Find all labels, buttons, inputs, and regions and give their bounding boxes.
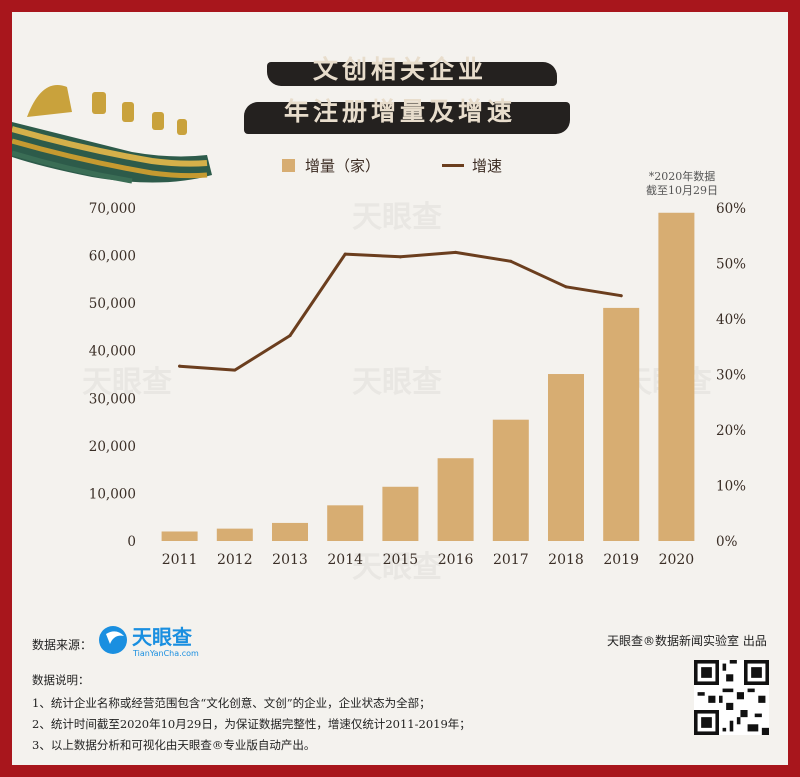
legend-line-swatch	[442, 164, 464, 167]
logo-subtext: TianYanCha.com	[132, 649, 199, 658]
left-axis-tick-label: 0	[127, 534, 136, 550]
note-2: 2、统计时间截至2020年10月29日，为保证数据完整性，增速仅统计2011-2…	[32, 717, 471, 731]
right-axis-tick-label: 0%	[716, 534, 738, 550]
data-note-line1: *2020年数据	[648, 170, 716, 183]
combo-chart: 0 10,000 20,000 30,000 40,000 50,000 60,000 70,…	[89, 201, 746, 568]
note-1: 1、统计企业名称或经营范围包含“文化创意、文创”的企业，企业状态为全部；	[32, 696, 431, 710]
growth-rate-point	[398, 255, 402, 259]
qr-code	[694, 660, 769, 735]
x-axis-tick-label: 2011	[162, 552, 198, 568]
x-axis-tick-label: 2013	[272, 552, 308, 568]
watermark: 天眼查	[352, 192, 442, 236]
bar	[272, 522, 308, 541]
right-axis-tick-label: 30%	[716, 368, 746, 384]
x-axis-tick-label: 2015	[383, 552, 419, 568]
left-axis-tick-label: 20,000	[89, 439, 136, 455]
watermark: 天眼查	[82, 357, 172, 401]
x-axis-tick-label: 2017	[493, 552, 529, 568]
right-axis-tick-label: 50%	[716, 257, 746, 273]
growth-rate-point	[454, 250, 458, 254]
legend-item-line: 增速	[442, 155, 502, 176]
bar	[327, 505, 364, 541]
bar	[437, 458, 474, 541]
left-axis-tick-label: 10,000	[89, 486, 136, 502]
x-axis-tick-label: 2014	[327, 552, 363, 568]
growth-rate-point	[178, 364, 182, 368]
title-brush-stroke	[267, 62, 557, 86]
legend-bar-swatch	[282, 159, 295, 172]
watermark: 天眼查	[352, 542, 442, 586]
legend-item-bars: 增量（家）	[282, 155, 380, 176]
bar	[658, 212, 695, 541]
right-axis-tick-label: 20%	[716, 423, 746, 439]
legend-line-label: 增速	[472, 157, 503, 175]
growth-rate-point	[564, 285, 568, 289]
x-axis-tick-label: 2012	[217, 552, 253, 568]
left-axis-tick-label: 70,000	[89, 201, 136, 217]
x-axis-tick-label: 2020	[659, 552, 695, 568]
data-note-line2: 截至10月29日	[646, 184, 718, 197]
bar	[216, 528, 253, 541]
chart-title-line1: 文创相关企业	[312, 55, 487, 84]
palace-roof-illustration	[12, 85, 212, 184]
left-axis-tick-label: 60,000	[89, 249, 136, 265]
bar	[492, 419, 529, 541]
tianyancha-logo: 天眼查 TianYanCha.com	[99, 625, 199, 658]
right-axis-tick-label: 60%	[716, 201, 746, 217]
left-axis-tick-label: 50,000	[89, 296, 136, 312]
logo-text: 天眼查	[132, 625, 192, 649]
right-axis-tick-label: 10%	[716, 479, 746, 495]
credit-text: 天眼查®数据新闻实验室 出品	[607, 634, 767, 648]
x-axis-tick-label: 2016	[438, 552, 474, 568]
left-axis-tick-label: 40,000	[89, 344, 136, 360]
bar	[382, 486, 419, 541]
growth-rate-line	[178, 250, 623, 372]
bar	[603, 307, 640, 541]
source-label: 数据来源：	[32, 638, 93, 652]
right-axis-tick-label: 40%	[716, 312, 746, 328]
infographic-card: 天眼查 天眼查 天眼查 天眼查 天眼查 文创相关企业 年注册增量及增速 增量（家…	[12, 12, 788, 765]
notes-title: 数据说明：	[32, 673, 90, 687]
legend-bar-label: 增量（家）	[305, 157, 381, 175]
data-note: *2020年数据 截至10月29日	[632, 170, 732, 198]
chart-title-line2: 年注册增量及增速	[283, 97, 516, 126]
x-axis-tick-label: 2019	[603, 552, 639, 568]
note-3: 3、以上数据分析和可视化由天眼查®专业版自动产出。	[32, 738, 316, 752]
growth-rate-point	[509, 259, 513, 263]
growth-rate-point	[288, 334, 292, 338]
growth-rate-point	[343, 252, 347, 256]
title-brush-stroke	[244, 102, 570, 134]
left-axis-tick-label: 30,000	[89, 391, 136, 407]
bar	[548, 374, 584, 541]
growth-rate-point	[233, 368, 237, 372]
bar	[161, 531, 198, 541]
growth-rate-point	[619, 294, 623, 298]
watermark: 天眼查	[352, 357, 442, 401]
x-axis-tick-label: 2018	[548, 552, 584, 568]
